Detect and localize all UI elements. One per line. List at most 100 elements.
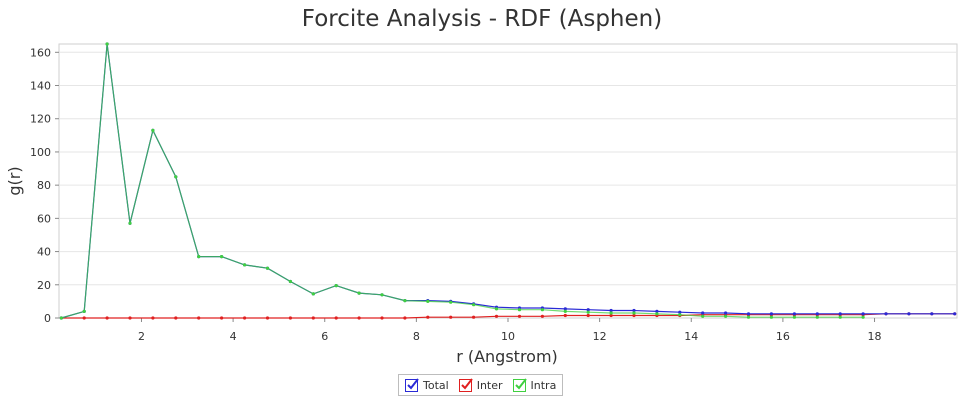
y-tick-label: 60 (37, 212, 51, 225)
data-point-inter (243, 316, 247, 320)
data-point-total (769, 312, 774, 316)
data-point-total (746, 312, 751, 316)
data-point-intra (540, 308, 545, 312)
data-point-intra (426, 299, 430, 303)
series-line-intra (61, 43, 864, 319)
x-tick-label: 16 (776, 330, 790, 343)
legend-label: Intra (530, 378, 557, 392)
data-point-intra (609, 311, 613, 315)
data-point-intra (380, 293, 384, 297)
data-point-inter (128, 316, 132, 320)
data-point-total (724, 311, 728, 315)
data-point-intra (838, 315, 842, 319)
data-point-inter (403, 316, 407, 320)
data-point-intra (197, 255, 201, 259)
grid (59, 51, 957, 286)
x-tick-label: 14 (684, 330, 698, 343)
data-point-intra (82, 309, 86, 313)
data-point-intra (701, 314, 705, 318)
data-point-intra (769, 315, 774, 319)
x-tick-label: 8 (413, 330, 420, 343)
data-point-intra (357, 291, 361, 295)
data-point-inter (449, 315, 453, 319)
data-point-intra (403, 299, 407, 303)
data-point-total (563, 307, 567, 311)
series-intra (59, 42, 865, 320)
check-icon[interactable] (458, 377, 473, 392)
data-point-intra (174, 175, 178, 179)
data-point-total (953, 312, 957, 316)
x-tick-label: 10 (501, 330, 515, 343)
data-point-total (655, 309, 659, 313)
data-point-intra (586, 310, 590, 314)
check-icon[interactable] (512, 377, 527, 392)
data-point-inter (540, 314, 545, 318)
y-tick-label: 100 (30, 146, 51, 159)
data-point-inter (494, 314, 499, 318)
data-point-inter (517, 314, 522, 318)
data-point-inter (265, 316, 270, 320)
data-point-inter (426, 315, 430, 319)
x-tick-label: 4 (230, 330, 237, 343)
data-point-total (815, 312, 819, 316)
x-tick-label: 6 (321, 330, 328, 343)
data-point-intra (815, 315, 819, 319)
chart-title: Forcite Analysis - RDF (Asphen) (302, 6, 662, 32)
data-point-inter (105, 316, 109, 320)
data-point-total (609, 308, 613, 313)
data-point-inter (311, 316, 315, 320)
axis-ticks: 0 20 40 60 80 100 120 140 160 2 4 6 8 10 12 14 16 18 (30, 46, 882, 343)
x-tick-label: 2 (138, 330, 145, 343)
data-point-total (930, 312, 934, 316)
data-point-intra (792, 315, 797, 319)
data-point-intra (334, 284, 338, 288)
data-point-intra (265, 266, 270, 270)
legend-item-intra[interactable]: Intra (512, 377, 557, 392)
data-point-total (907, 312, 911, 316)
legend-item-inter[interactable]: Inter (458, 377, 503, 392)
data-point-intra (311, 292, 315, 296)
y-tick-label: 0 (44, 312, 51, 325)
data-point-total (838, 312, 842, 316)
x-tick-label: 12 (593, 330, 607, 343)
legend-label: Total (423, 378, 449, 392)
data-point-intra (105, 42, 109, 46)
legend: Total Inter Intra (398, 374, 564, 396)
y-tick-label: 20 (37, 279, 51, 292)
data-point-intra (288, 279, 292, 284)
data-point-inter (197, 316, 201, 320)
series-line-inter (61, 313, 955, 319)
check-icon[interactable] (405, 377, 419, 392)
data-point-intra (746, 315, 751, 319)
data-point-inter (632, 313, 636, 318)
data-point-inter (334, 316, 338, 320)
data-point-inter (609, 313, 613, 318)
data-point-inter (380, 316, 384, 320)
data-point-total (884, 312, 888, 316)
y-tick-label: 40 (37, 246, 51, 259)
data-point-inter (220, 316, 224, 320)
series-layer (59, 42, 957, 320)
data-point-inter (174, 316, 178, 320)
data-point-intra (243, 263, 247, 267)
data-point-intra (678, 313, 682, 317)
data-point-intra (517, 308, 522, 312)
data-point-intra (220, 255, 224, 259)
legend-item-total[interactable]: Total (405, 377, 449, 392)
data-point-intra (128, 221, 132, 225)
y-tick-label: 140 (30, 80, 51, 93)
data-point-intra (449, 300, 453, 304)
data-point-inter (151, 316, 155, 320)
y-axis-label: g(r) (5, 166, 24, 195)
x-axis-label: r (Angstrom) (456, 347, 558, 366)
data-point-intra (494, 307, 499, 311)
data-point-intra (151, 128, 155, 132)
data-point-inter (357, 316, 361, 320)
data-point-total (792, 312, 797, 316)
data-point-intra (655, 312, 659, 316)
data-point-intra (472, 303, 476, 307)
data-point-intra (59, 316, 63, 320)
data-point-intra (563, 309, 567, 313)
y-tick-label: 80 (37, 179, 51, 192)
